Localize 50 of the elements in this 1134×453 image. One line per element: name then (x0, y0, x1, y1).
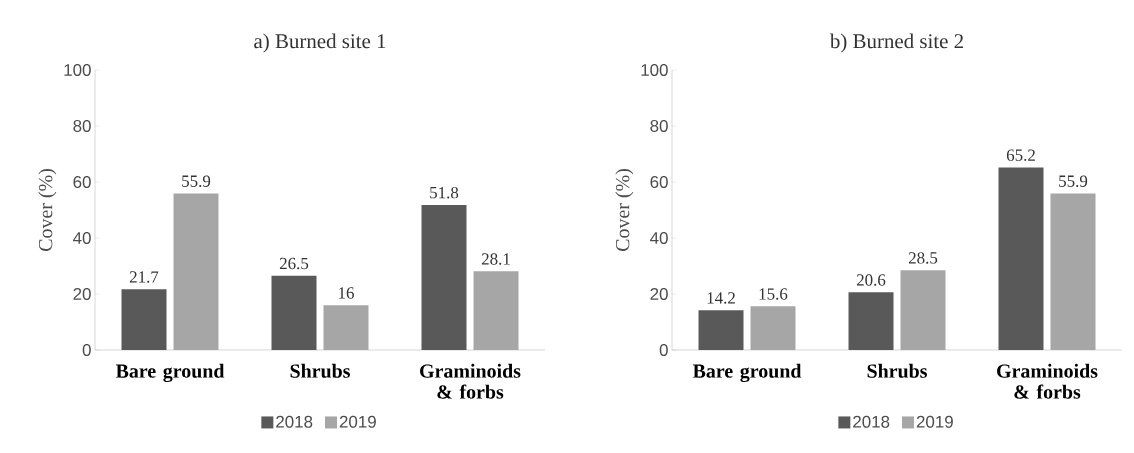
y-tick-label: 20 (73, 288, 91, 300)
y-tick-label: 0 (82, 344, 91, 356)
data-label: 51.8 (430, 186, 459, 199)
bar (173, 193, 219, 350)
x-tick-label: Graminoids & forbs (997, 363, 1098, 399)
bar (750, 306, 796, 350)
data-label: 16 (339, 287, 354, 299)
y-axis-title: Cover (%) (38, 169, 57, 251)
data-label: 65.2 (1006, 149, 1035, 161)
bar (1050, 193, 1096, 350)
y-tick-label: 80 (73, 120, 91, 132)
bar (121, 289, 167, 350)
y-tick-label: 60 (73, 176, 91, 188)
chart-title: a) Burned site 1 (254, 33, 386, 53)
legend-label: 2019 (916, 415, 953, 428)
data-label: 20.6 (856, 274, 886, 286)
data-label: 55.9 (1059, 175, 1088, 187)
bar (421, 204, 467, 350)
y-tick-label: 80 (650, 120, 668, 132)
y-tick-label: 100 (64, 64, 91, 76)
legend-label: 2018 (276, 415, 313, 428)
y-tick-label: 20 (650, 288, 668, 300)
x-tick-label: Bare ground (692, 363, 802, 382)
y-tick-label: 0 (659, 344, 668, 356)
data-label: 55.9 (182, 175, 211, 187)
bar (473, 271, 519, 350)
legend-label: 2018 (853, 415, 890, 428)
y-tick-label: 40 (650, 232, 668, 244)
bar (271, 275, 317, 350)
data-label: 26.5 (279, 257, 309, 270)
y-tick-label: 40 (73, 232, 91, 244)
y-tick-label: 100 (641, 64, 668, 76)
data-label: 28.1 (481, 253, 510, 265)
legend-label: 2019 (339, 415, 376, 428)
data-label: 15.6 (759, 288, 788, 300)
x-tick-label: Shrubs (867, 363, 927, 378)
x-tick-label: Shrubs (290, 363, 350, 378)
chart-title: b) Burned site 2 (829, 33, 963, 53)
bar (998, 167, 1044, 350)
bar (900, 270, 946, 350)
y-tick-label: 60 (650, 176, 668, 188)
bar (848, 292, 894, 350)
x-tick-label: Graminoids & forbs (420, 363, 521, 399)
bar (698, 310, 744, 350)
bar (323, 305, 369, 350)
data-label: 28.5 (908, 252, 938, 264)
y-axis-title: Cover (%) (615, 169, 634, 251)
data-label: 14.2 (707, 292, 735, 304)
x-tick-label: Bare ground (115, 363, 225, 382)
data-label: 21.7 (129, 271, 159, 283)
